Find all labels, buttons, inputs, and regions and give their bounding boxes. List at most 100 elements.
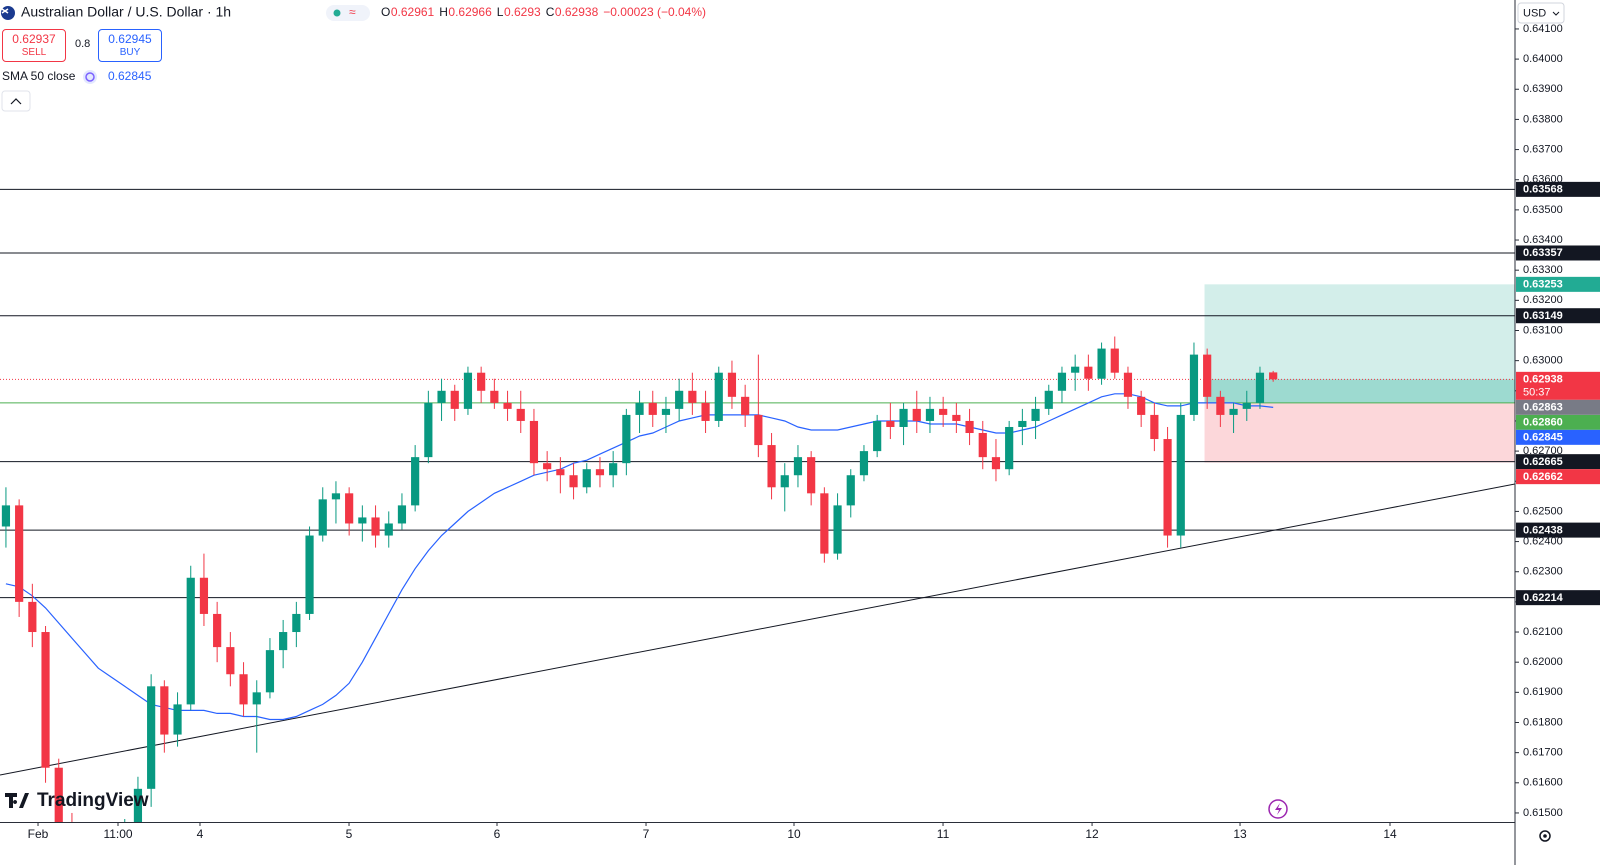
candle-body: [873, 420, 882, 452]
indicator-icon[interactable]: [83, 70, 97, 84]
price-badge: [1516, 308, 1600, 324]
candle-body: [1203, 354, 1212, 397]
candle-body: [81, 849, 89, 858]
x-tick-label: 12: [1085, 827, 1099, 841]
candle-body: [239, 674, 248, 705]
x-tick-label: 10: [787, 827, 801, 841]
price-badge-label: 0.62860: [1523, 417, 1563, 429]
candle-body: [595, 469, 605, 476]
price-badge-label: 0.62214: [1523, 592, 1564, 604]
x-tick-label: 5: [346, 827, 353, 841]
currency-button[interactable]: [1517, 2, 1565, 24]
candle-body: [345, 493, 354, 524]
plot-area: [0, 188, 1515, 865]
candle-body: [1137, 396, 1146, 415]
y-tick-label: 0.63400: [1523, 234, 1563, 246]
candle-body: [807, 457, 816, 494]
sell-button[interactable]: 0.62937 SELL: [2, 29, 66, 62]
y-tick-label: 0.62300: [1523, 566, 1563, 578]
alert-icon[interactable]: [1268, 799, 1288, 819]
candle-body: [912, 408, 921, 421]
candle-body: [1123, 372, 1133, 397]
price-badge: [1516, 371, 1600, 400]
candle-body: [978, 433, 987, 458]
y-tick-label: 0.64000: [1523, 53, 1563, 65]
candle-body: [94, 849, 102, 865]
candle-body: [1057, 372, 1067, 391]
candle-body: [186, 577, 195, 705]
candle-body: [68, 828, 76, 858]
candle-body: [1, 505, 11, 527]
candle-body: [965, 420, 974, 434]
collapse-button[interactable]: [1, 90, 31, 112]
candle-body: [371, 517, 380, 536]
candle-body: [767, 445, 776, 488]
candle-body: [292, 613, 301, 633]
candle-body: [1269, 372, 1278, 380]
candle-body: [780, 475, 789, 488]
x-tick-label: 11:00: [103, 827, 132, 841]
market-open-dot: [333, 9, 341, 17]
ohlc-key: C: [546, 5, 555, 19]
y-tick-label: 0.63900: [1523, 83, 1563, 95]
ohlc-value: 0.6293: [504, 5, 541, 19]
buy-label: BUY: [119, 47, 141, 58]
price-badge: [1516, 245, 1600, 261]
y-tick-label: 0.61900: [1523, 686, 1563, 698]
candle-body: [1084, 366, 1093, 379]
candle-body: [793, 457, 803, 476]
candle-body: [1071, 366, 1080, 373]
price-badge-label: 0.63253: [1523, 279, 1563, 291]
x-tick-label: 13: [1233, 827, 1247, 841]
candle-body: [437, 390, 446, 403]
candle-body: [991, 457, 1001, 470]
settings-icon[interactable]: [1539, 830, 1551, 842]
candle-body: [305, 535, 314, 614]
flag-cross: [1, 8, 9, 14]
y-tick-label: 0.62100: [1523, 626, 1563, 638]
candle-body: [556, 469, 565, 476]
y-tick-label: 0.61600: [1523, 777, 1563, 789]
trend-line: [0, 483, 1515, 776]
candle-body: [952, 414, 961, 421]
ohlc-key: H: [439, 5, 448, 19]
sell-label: SELL: [21, 47, 47, 58]
x-tick-label: 7: [643, 827, 650, 841]
y-tick-label: 0.61800: [1523, 716, 1563, 728]
candle-body: [265, 650, 275, 693]
candle-body: [727, 372, 737, 397]
price-badge-label: 0.62665: [1523, 456, 1563, 468]
candle-body: [226, 647, 235, 675]
candle-body: [529, 420, 539, 464]
y-tick-label: 0.62000: [1523, 656, 1563, 668]
buy-button[interactable]: 0.62945 BUY: [98, 29, 162, 62]
price-badge-label: 0.62438: [1523, 524, 1563, 536]
ohlc-key: L: [497, 5, 504, 19]
candle-body: [1216, 396, 1225, 415]
candle-body: [1163, 439, 1172, 536]
dropdown-arrow: [1552, 11, 1560, 16]
price-badge-label: 0.62845: [1523, 432, 1563, 444]
candle-body: [213, 613, 222, 648]
candle-body: [543, 463, 552, 470]
candle-body: [331, 493, 341, 500]
candle-body: [939, 408, 948, 415]
indicator-value: 0.62845: [108, 69, 152, 83]
price-badge-label: 0.62938: [1523, 374, 1563, 386]
ohlc-value: 0.62966: [448, 5, 492, 19]
candle-body: [318, 499, 327, 536]
sell-price: 0.62937: [12, 32, 56, 46]
y-tick-label: 0.62700: [1523, 445, 1563, 457]
ohlc-key: O: [381, 5, 390, 19]
candle-body: [714, 372, 723, 421]
spread: 0.8: [75, 38, 91, 50]
y-tick-label: 0.61500: [1523, 807, 1563, 819]
x-tick-label: 6: [494, 827, 501, 841]
y-tick-label: 0.62400: [1523, 535, 1563, 547]
candle-body: [384, 523, 393, 536]
ohlc-value: 0.62961: [391, 5, 435, 19]
indicator-icon-ring: [85, 72, 95, 82]
x-tick-label: 14: [1383, 827, 1397, 841]
candle-body: [754, 414, 763, 446]
